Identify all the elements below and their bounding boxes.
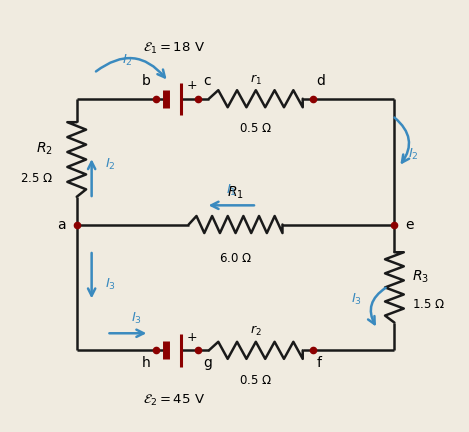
Text: $\mathcal{E}_2 = 45\ \mathrm{V}$: $\mathcal{E}_2 = 45\ \mathrm{V}$ [143, 393, 205, 408]
Text: d: d [317, 74, 325, 88]
Text: $r_1$: $r_1$ [250, 73, 262, 87]
Text: c: c [204, 74, 211, 88]
Text: $R_2$: $R_2$ [37, 141, 53, 157]
Text: $2.5\ \Omega$: $2.5\ \Omega$ [20, 172, 53, 185]
Text: $I_2$: $I_2$ [122, 53, 133, 68]
Text: +: + [186, 79, 197, 92]
Text: $I_3$: $I_3$ [131, 311, 142, 326]
FancyArrowPatch shape [96, 58, 165, 77]
Text: $I_3$: $I_3$ [350, 292, 362, 307]
Text: $R_1$: $R_1$ [227, 184, 244, 201]
Text: a: a [57, 218, 66, 232]
Text: $0.5\ \Omega$: $0.5\ \Omega$ [239, 122, 272, 135]
Text: $1.5\ \Omega$: $1.5\ \Omega$ [412, 298, 446, 311]
Text: $I_2$: $I_2$ [408, 146, 419, 162]
Text: $0.5\ \Omega$: $0.5\ \Omega$ [239, 374, 272, 387]
Text: $I_1$: $I_1$ [226, 183, 237, 198]
Text: h: h [142, 356, 150, 370]
Text: $6.0\ \Omega$: $6.0\ \Omega$ [219, 252, 252, 265]
Text: $R_3$: $R_3$ [412, 269, 429, 285]
Text: $\mathcal{E}_1 = 18\ \mathrm{V}$: $\mathcal{E}_1 = 18\ \mathrm{V}$ [143, 41, 205, 56]
Text: $I_2$: $I_2$ [106, 157, 116, 172]
Text: f: f [317, 356, 322, 370]
Text: +: + [186, 331, 197, 344]
FancyArrowPatch shape [368, 288, 386, 324]
Text: $r_2$: $r_2$ [250, 324, 262, 337]
Text: e: e [405, 218, 414, 232]
Text: g: g [204, 356, 212, 370]
Text: $I_3$: $I_3$ [106, 276, 116, 292]
FancyArrowPatch shape [394, 118, 409, 162]
Text: b: b [141, 74, 150, 88]
